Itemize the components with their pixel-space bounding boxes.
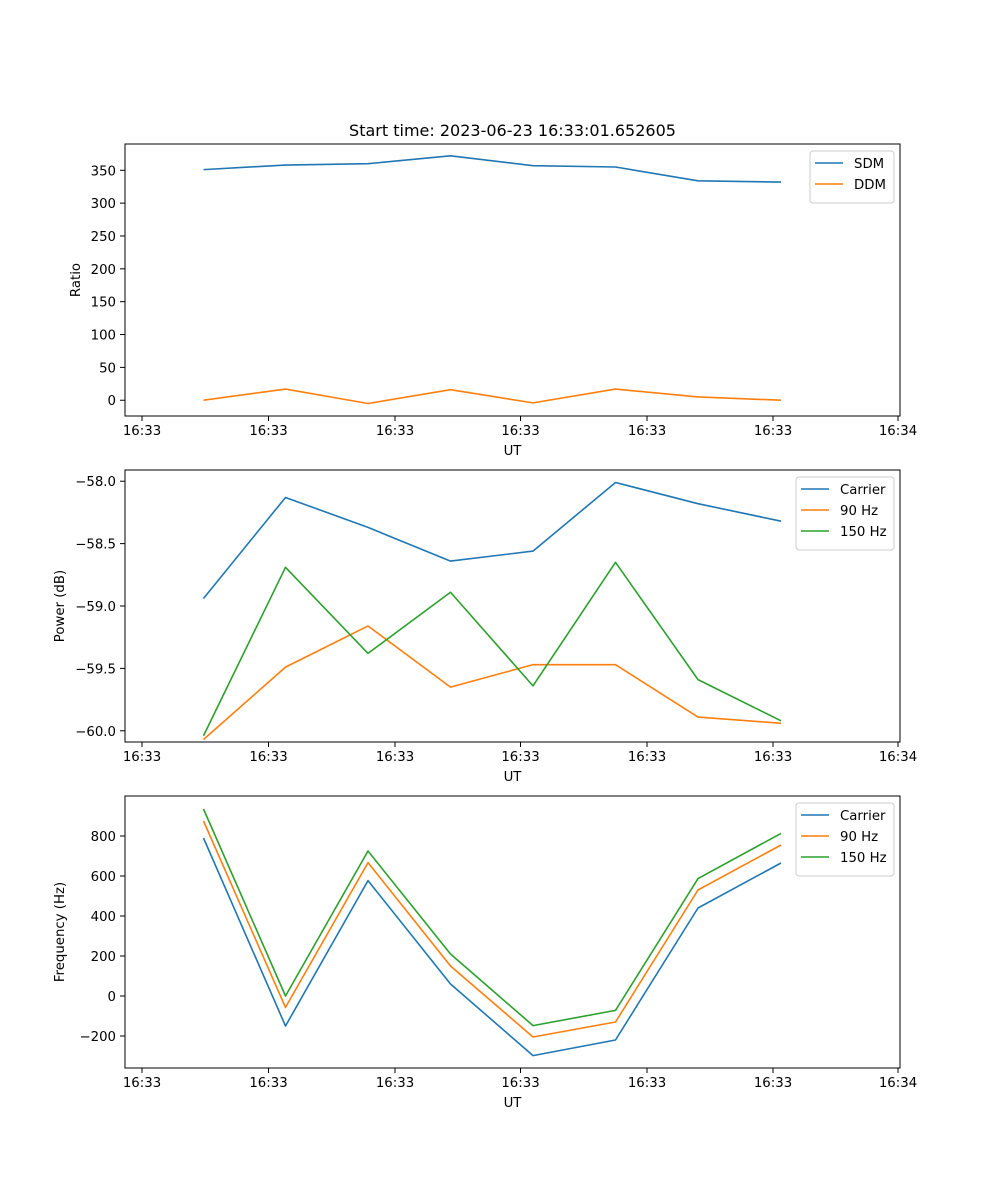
x-tick-label: 16:33 [249, 424, 287, 439]
legend-label: 150 Hz [840, 525, 887, 540]
series-line-carrier [202, 481, 782, 600]
plot-frame [124, 795, 901, 1069]
y-tick-label: 350 [91, 164, 116, 179]
y-tick-label: 250 [91, 230, 116, 245]
legend-label: 150 Hz [840, 851, 887, 866]
x-axis-label: UT [504, 444, 523, 459]
x-tick-label: 16:34 [879, 424, 917, 439]
x-tick-label: 16:33 [376, 750, 414, 765]
series-line-90-hz [202, 820, 782, 1038]
series-line-sdm [203, 155, 782, 183]
y-axis-label: Ratio [69, 263, 84, 297]
x-tick-label: 16:33 [249, 750, 287, 765]
y-tick-label: −58.5 [75, 538, 116, 553]
y-axis-label: Frequency (Hz) [53, 882, 68, 982]
legend-label: DDM [854, 178, 886, 193]
legend-label: 90 Hz [840, 830, 878, 845]
x-tick-label: 16:33 [628, 1076, 666, 1091]
series-line-150-hz [202, 808, 782, 1027]
series-line-ddm [203, 388, 782, 405]
y-axis-label: Power (dB) [53, 570, 68, 642]
legend-label: 90 Hz [840, 504, 878, 519]
legend-box [809, 150, 895, 204]
panel-2: 16:33 16:33 16:33 16:33 16:33 16:33 16:34 −60.0… [53, 469, 917, 785]
plot-frame [124, 143, 901, 417]
x-tick-label: 16:33 [376, 1076, 414, 1091]
legend-label: SDM [854, 157, 884, 172]
x-tick-label: 16:33 [754, 1076, 792, 1091]
x-axis-label: UT [504, 770, 523, 785]
y-tick-label: 0 [108, 990, 116, 1005]
x-tick-label: 16:33 [754, 424, 792, 439]
x-tick-label: 16:33 [628, 424, 666, 439]
x-tick-label: 16:33 [501, 1076, 539, 1091]
y-tick-label: 400 [91, 910, 116, 925]
x-tick-label: 16:33 [249, 1076, 287, 1091]
x-tick-label: 16:33 [754, 750, 792, 765]
legend-label: Carrier [840, 809, 886, 824]
y-tick-label: 300 [91, 197, 116, 212]
x-tick-label: 16:33 [123, 1076, 161, 1091]
x-tick-label: 16:33 [501, 424, 539, 439]
x-tick-label: 16:33 [123, 750, 161, 765]
y-tick-label: 200 [91, 950, 116, 965]
x-tick-label: 16:33 [123, 424, 161, 439]
x-tick-label: 16:33 [376, 424, 414, 439]
y-tick-label: −58.0 [75, 475, 116, 490]
x-axis-label: UT [504, 1096, 523, 1111]
y-tick-label: −60.0 [75, 725, 116, 740]
chart-title: Start time: 2023-06-23 16:33:01.652605 [349, 121, 676, 140]
series-line-carrier [202, 837, 782, 1057]
y-tick-label: 150 [91, 296, 116, 311]
y-tick-label: 100 [91, 329, 116, 344]
series-line-150-hz [202, 561, 782, 737]
y-tick-label: −59.0 [75, 600, 116, 615]
x-tick-label: 16:34 [879, 750, 917, 765]
y-tick-label: −59.5 [75, 662, 116, 677]
y-tick-label: 0 [108, 394, 116, 409]
panel-1: 16:33 16:33 16:33 16:33 16:33 16:33 16:34 0 50 10… [69, 143, 917, 459]
y-tick-label: 800 [91, 830, 116, 845]
series-line-90-hz [202, 625, 782, 741]
y-tick-label: 50 [99, 361, 116, 376]
y-tick-label: 200 [91, 263, 116, 278]
y-tick-label: −200 [79, 1030, 116, 1045]
x-tick-label: 16:34 [879, 1076, 917, 1091]
y-tick-label: 600 [91, 870, 116, 885]
x-tick-label: 16:33 [628, 750, 666, 765]
panel-3: 16:33 16:33 16:33 16:33 16:33 16:33 16:34 −200 0… [53, 795, 917, 1111]
legend-label: Carrier [840, 483, 886, 498]
x-tick-label: 16:33 [501, 750, 539, 765]
